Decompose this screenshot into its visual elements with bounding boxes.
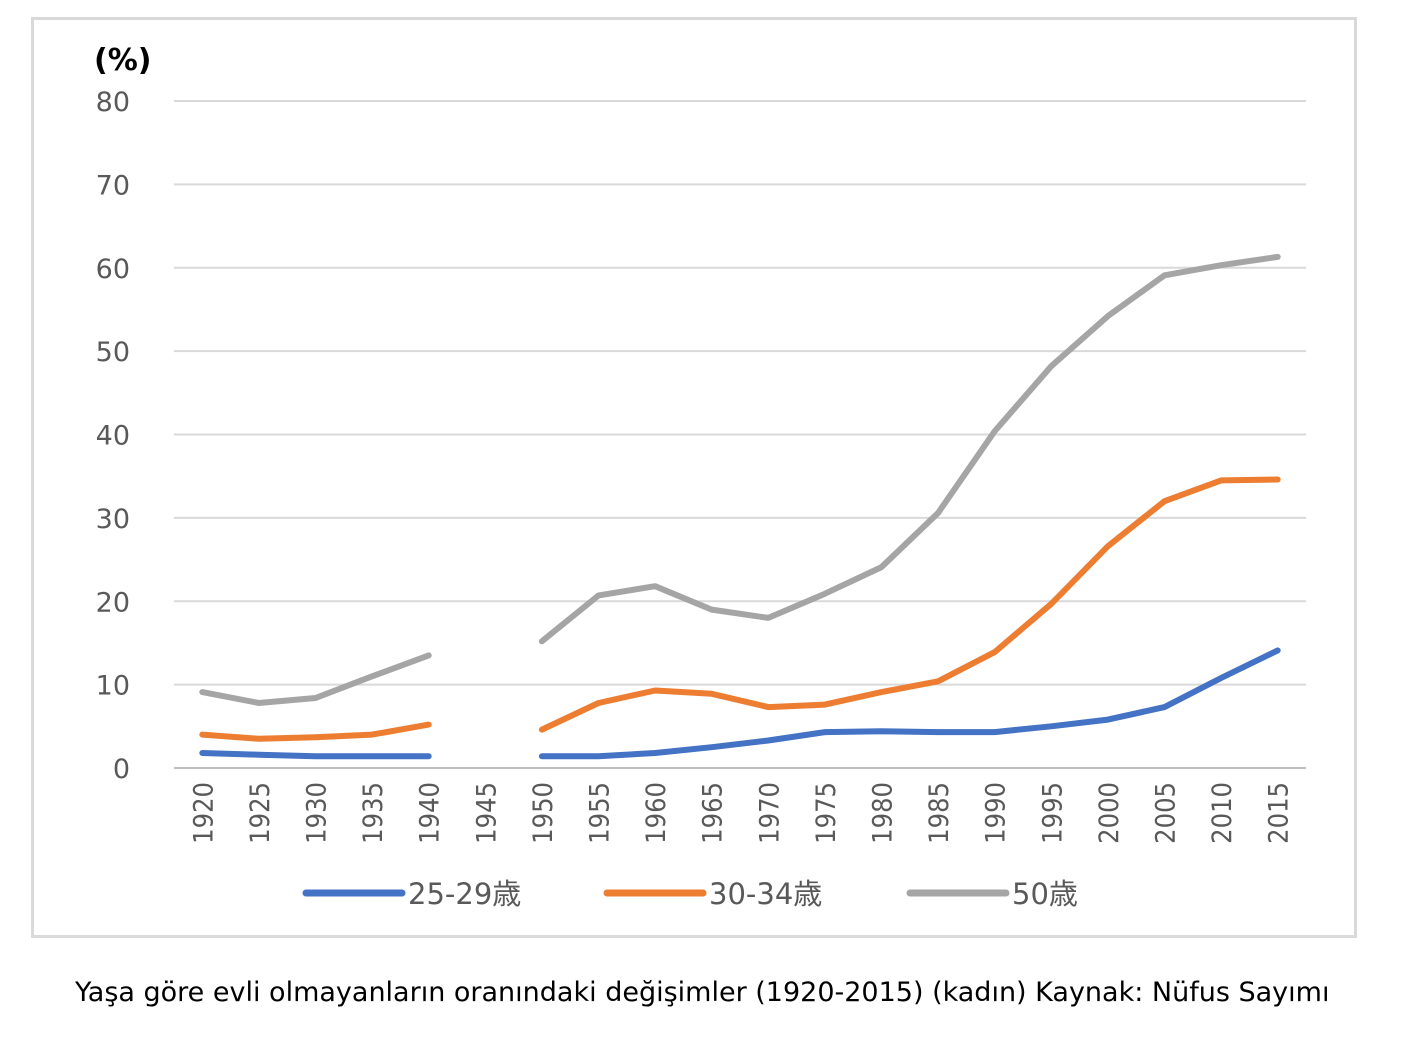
grid-lines (174, 100, 1306, 769)
chart-frame: (%) 0 10 20 30 40 50 60 70 80 1920 1925 1930 1935 19… (31, 17, 1357, 938)
y-tick-label: 10 (96, 671, 130, 702)
x-tick-label: 1935 (358, 782, 389, 844)
legend-label: 50歳 (1012, 877, 1078, 911)
series-30-34歳 (199, 476, 1281, 742)
x-tick-label: 1930 (302, 782, 333, 844)
x-tick-label: 1965 (698, 782, 729, 844)
series-line-segment (538, 647, 1281, 760)
series-line-segment (199, 721, 432, 742)
x-tick-label: 1970 (754, 782, 785, 844)
y-tick-label: 0 (113, 754, 130, 785)
x-tick-label: 2000 (1094, 782, 1125, 844)
x-tick-label: 1945 (471, 782, 502, 844)
x-tick-label: 1920 (188, 782, 219, 844)
y-tick-label: 50 (96, 337, 130, 368)
series-line-segment (199, 652, 432, 706)
y-tick-label: 80 (96, 87, 130, 118)
series-line-segment (199, 750, 432, 760)
series-50歳 (199, 253, 1281, 706)
series-25-29歳 (199, 647, 1281, 760)
x-tick-label: 1925 (245, 782, 276, 844)
y-tick-label: 60 (96, 254, 130, 285)
series-line-segment (538, 253, 1281, 645)
x-tick-label: 1980 (868, 782, 899, 844)
x-tick-label: 1950 (528, 782, 559, 844)
x-tick-label: 1975 (811, 782, 842, 844)
y-tick-labels: 0 10 20 30 40 50 60 70 80 (96, 87, 130, 785)
legend: 25-29歳 30-34歳 50歳 (302, 877, 1078, 911)
x-tick-label: 2010 (1207, 782, 1238, 844)
legend-label: 25-29歳 (408, 877, 521, 911)
x-tick-labels: 1920 1925 1930 1935 1940 1945 1950 1955 1960 1965… (188, 782, 1294, 844)
y-tick-label: 70 (96, 170, 130, 201)
x-tick-label: 1985 (924, 782, 955, 844)
figure-caption: Yaşa göre evli olmayanların oranındaki d… (75, 977, 1330, 1008)
x-tick-label: 2015 (1264, 782, 1295, 844)
x-tick-label: 1960 (641, 782, 672, 844)
x-tick-label: 1990 (981, 782, 1012, 844)
x-tick-label: 1955 (585, 782, 616, 844)
x-tick-label: 1940 (415, 782, 446, 844)
y-tick-label: 30 (96, 504, 130, 535)
y-tick-label: 20 (96, 587, 130, 618)
x-tick-label: 1995 (1037, 782, 1068, 844)
legend-label: 30-34歳 (709, 877, 822, 911)
y-axis-unit-label: (%) (94, 43, 151, 78)
series-line-segment (538, 476, 1281, 733)
series-lines (199, 253, 1281, 760)
x-tick-label: 2005 (1151, 782, 1182, 844)
y-tick-label: 40 (96, 421, 130, 452)
